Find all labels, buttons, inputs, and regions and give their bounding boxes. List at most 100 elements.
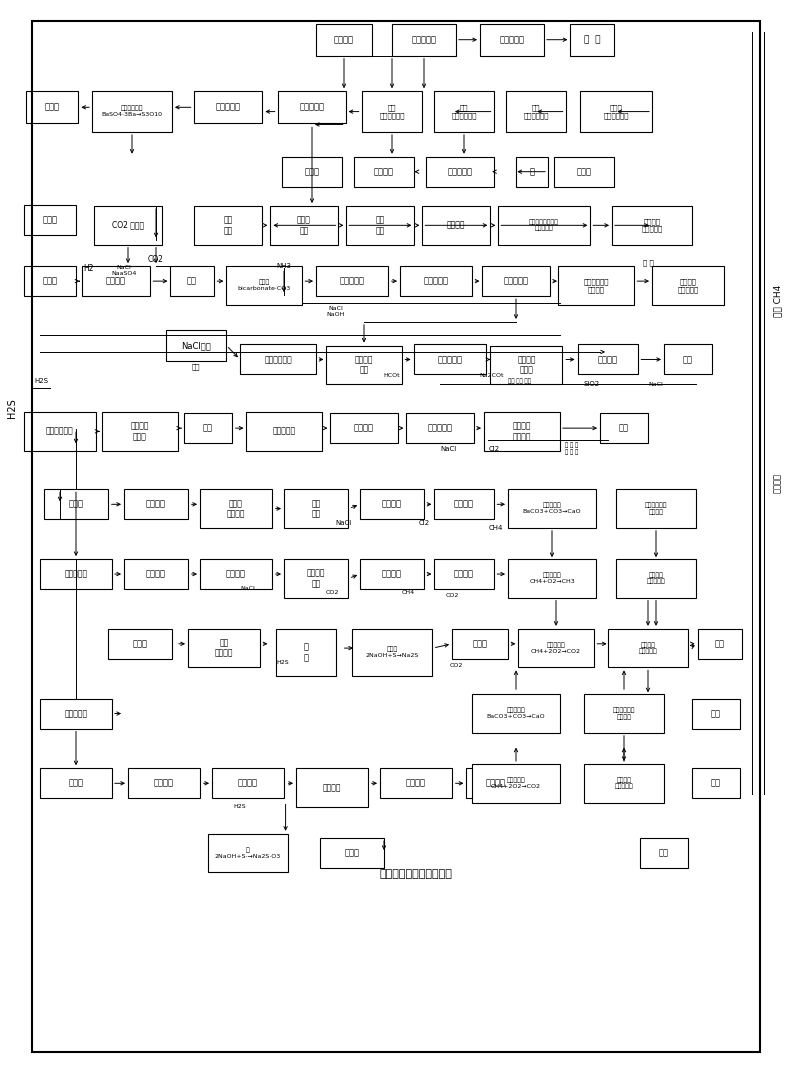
FancyBboxPatch shape	[422, 206, 490, 245]
Text: 水解气化炉: 水解气化炉	[215, 103, 241, 112]
Text: H2S: H2S	[234, 805, 246, 809]
Text: 薪碳
脱硫: 薪碳 脱硫	[223, 216, 233, 235]
FancyBboxPatch shape	[124, 489, 188, 519]
FancyBboxPatch shape	[200, 489, 272, 528]
FancyBboxPatch shape	[508, 559, 596, 598]
Text: 回收气化炉: 回收气化炉	[299, 103, 325, 112]
Text: NaCl: NaCl	[336, 519, 352, 526]
FancyBboxPatch shape	[102, 412, 178, 451]
FancyBboxPatch shape	[330, 413, 398, 443]
FancyBboxPatch shape	[246, 412, 322, 451]
FancyBboxPatch shape	[570, 24, 614, 56]
Text: H2S: H2S	[34, 378, 49, 384]
Text: 氮磷
脱硫: 氮磷 脱硫	[375, 216, 385, 235]
Text: 气体
分离: 气体 分离	[311, 499, 321, 518]
Text: H2S: H2S	[7, 398, 17, 417]
FancyBboxPatch shape	[284, 559, 348, 598]
FancyBboxPatch shape	[320, 838, 384, 868]
FancyBboxPatch shape	[466, 768, 526, 798]
FancyBboxPatch shape	[270, 206, 338, 245]
FancyBboxPatch shape	[483, 412, 560, 451]
FancyBboxPatch shape	[584, 764, 664, 803]
FancyBboxPatch shape	[516, 157, 548, 187]
FancyBboxPatch shape	[166, 330, 226, 361]
Text: 碳酸钙碳溶解
碳水分解: 碳酸钙碳溶解 碳水分解	[645, 502, 667, 515]
FancyBboxPatch shape	[282, 157, 342, 187]
Text: CO2: CO2	[326, 590, 338, 594]
FancyBboxPatch shape	[188, 629, 260, 667]
Text: 深脱离菌: 深脱离菌	[238, 779, 258, 788]
Text: 磷铵碳钙
氧分解水解: 磷铵碳钙 氧分解水解	[614, 777, 634, 790]
FancyBboxPatch shape	[472, 764, 560, 803]
Text: NaCl储罐: NaCl储罐	[181, 341, 211, 350]
FancyBboxPatch shape	[434, 91, 494, 132]
Text: 硫化钠: 硫化钠	[473, 640, 487, 648]
FancyBboxPatch shape	[508, 489, 596, 528]
Text: 气体分离: 气体分离	[486, 779, 506, 788]
Text: 丙酮: 丙酮	[659, 849, 669, 857]
Text: 一水碳酸
钠结晶: 一水碳酸 钠结晶	[517, 355, 536, 374]
Text: 厌氧发酵: 厌氧发酵	[382, 500, 402, 509]
Text: 固液分离: 固液分离	[598, 355, 618, 364]
FancyBboxPatch shape	[170, 266, 214, 296]
Text: 重质碳酸钙: 重质碳酸钙	[411, 35, 437, 44]
Text: CO2 吸附材: CO2 吸附材	[112, 221, 144, 230]
FancyBboxPatch shape	[316, 24, 372, 56]
FancyBboxPatch shape	[506, 91, 566, 132]
Text: 燃气炉系: 燃气炉系	[334, 35, 354, 44]
Text: 碳酸钙碳酸钠分离
碳回水处理: 碳酸钙碳酸钠分离 碳回水处理	[529, 219, 559, 232]
FancyBboxPatch shape	[24, 412, 96, 451]
FancyBboxPatch shape	[482, 266, 550, 296]
Text: 冷却: 冷却	[203, 424, 213, 432]
Text: 碳磷脱硫: 碳磷脱硫	[446, 221, 466, 230]
Text: 水 氨: 水 氨	[642, 260, 654, 266]
Text: 甲烷氧化化
CH4+2O2→CO2: 甲烷氧化化 CH4+2O2→CO2	[491, 778, 541, 789]
Text: 无水碳酸钠: 无水碳酸钠	[503, 277, 529, 285]
Text: 甲醇: 甲醇	[711, 709, 721, 718]
FancyBboxPatch shape	[346, 206, 414, 245]
FancyBboxPatch shape	[362, 91, 422, 132]
Text: 热醋: 热醋	[683, 355, 693, 364]
Text: 磺化钙: 磺化钙	[43, 277, 58, 285]
Text: 盐矿库: 盐矿库	[133, 640, 147, 648]
FancyBboxPatch shape	[354, 157, 414, 187]
Text: NaCl
NaaSO4: NaCl NaaSO4	[111, 265, 137, 276]
Text: HCOt: HCOt	[384, 373, 400, 378]
Text: 低位结晶罐: 低位结晶罐	[273, 427, 295, 436]
FancyBboxPatch shape	[612, 206, 692, 245]
Text: 印度 CH4: 印度 CH4	[773, 284, 782, 317]
FancyBboxPatch shape	[44, 489, 108, 519]
Text: H2: H2	[82, 264, 94, 273]
FancyBboxPatch shape	[480, 24, 544, 56]
Text: 薪碳炭: 薪碳炭	[305, 167, 319, 176]
Text: 硫
2NaOH+S·→Na2S·O3: 硫 2NaOH+S·→Na2S·O3	[215, 848, 281, 858]
Text: 碳硫
脱碳分离: 碳硫 脱碳分离	[214, 638, 234, 658]
Text: 多效蒸发
结晶析出: 多效蒸发 结晶析出	[512, 422, 531, 441]
FancyBboxPatch shape	[94, 206, 162, 245]
FancyBboxPatch shape	[472, 694, 560, 733]
FancyBboxPatch shape	[275, 629, 336, 676]
FancyBboxPatch shape	[600, 413, 648, 443]
Text: CO2: CO2	[148, 255, 164, 264]
Text: 亚硫酸铵氧化
BaSO4·3Ba→S3O10: 亚硫酸铵氧化 BaSO4·3Ba→S3O10	[102, 106, 162, 117]
Text: 天然碱矿床: 天然碱矿床	[65, 709, 87, 718]
Text: 磷钙碳水
碳分解水解: 磷钙碳水 碳分解水解	[638, 642, 658, 655]
FancyBboxPatch shape	[284, 489, 348, 528]
Text: 淡水溶析: 淡水溶析	[146, 570, 166, 578]
Text: 氧化: 氧化	[187, 277, 197, 285]
Text: 碳酸钙碳溶解
碳水分解: 碳酸钙碳溶解 碳水分解	[613, 707, 635, 720]
Text: 氯化铵分离: 氯化铵分离	[423, 277, 449, 285]
Text: 硫化钠
2NaOH+S→Na2S: 硫化钠 2NaOH+S→Na2S	[366, 647, 418, 658]
Text: 木材
气化炉风化炉: 木材 气化炉风化炉	[451, 104, 477, 119]
FancyBboxPatch shape	[518, 629, 594, 667]
Text: 焦炭
气化炉风化炉: 焦炭 气化炉风化炉	[523, 104, 549, 119]
FancyBboxPatch shape	[352, 629, 432, 676]
FancyBboxPatch shape	[82, 266, 150, 296]
Text: 块煤石
气化炉风化炉: 块煤石 气化炉风化炉	[603, 104, 629, 119]
FancyBboxPatch shape	[554, 157, 614, 187]
Text: SiO2: SiO2	[584, 381, 600, 387]
FancyBboxPatch shape	[40, 559, 112, 589]
Text: Na2COt: Na2COt	[480, 373, 504, 378]
Text: 二次用固水格: 二次用固水格	[46, 427, 74, 436]
FancyBboxPatch shape	[392, 24, 456, 56]
